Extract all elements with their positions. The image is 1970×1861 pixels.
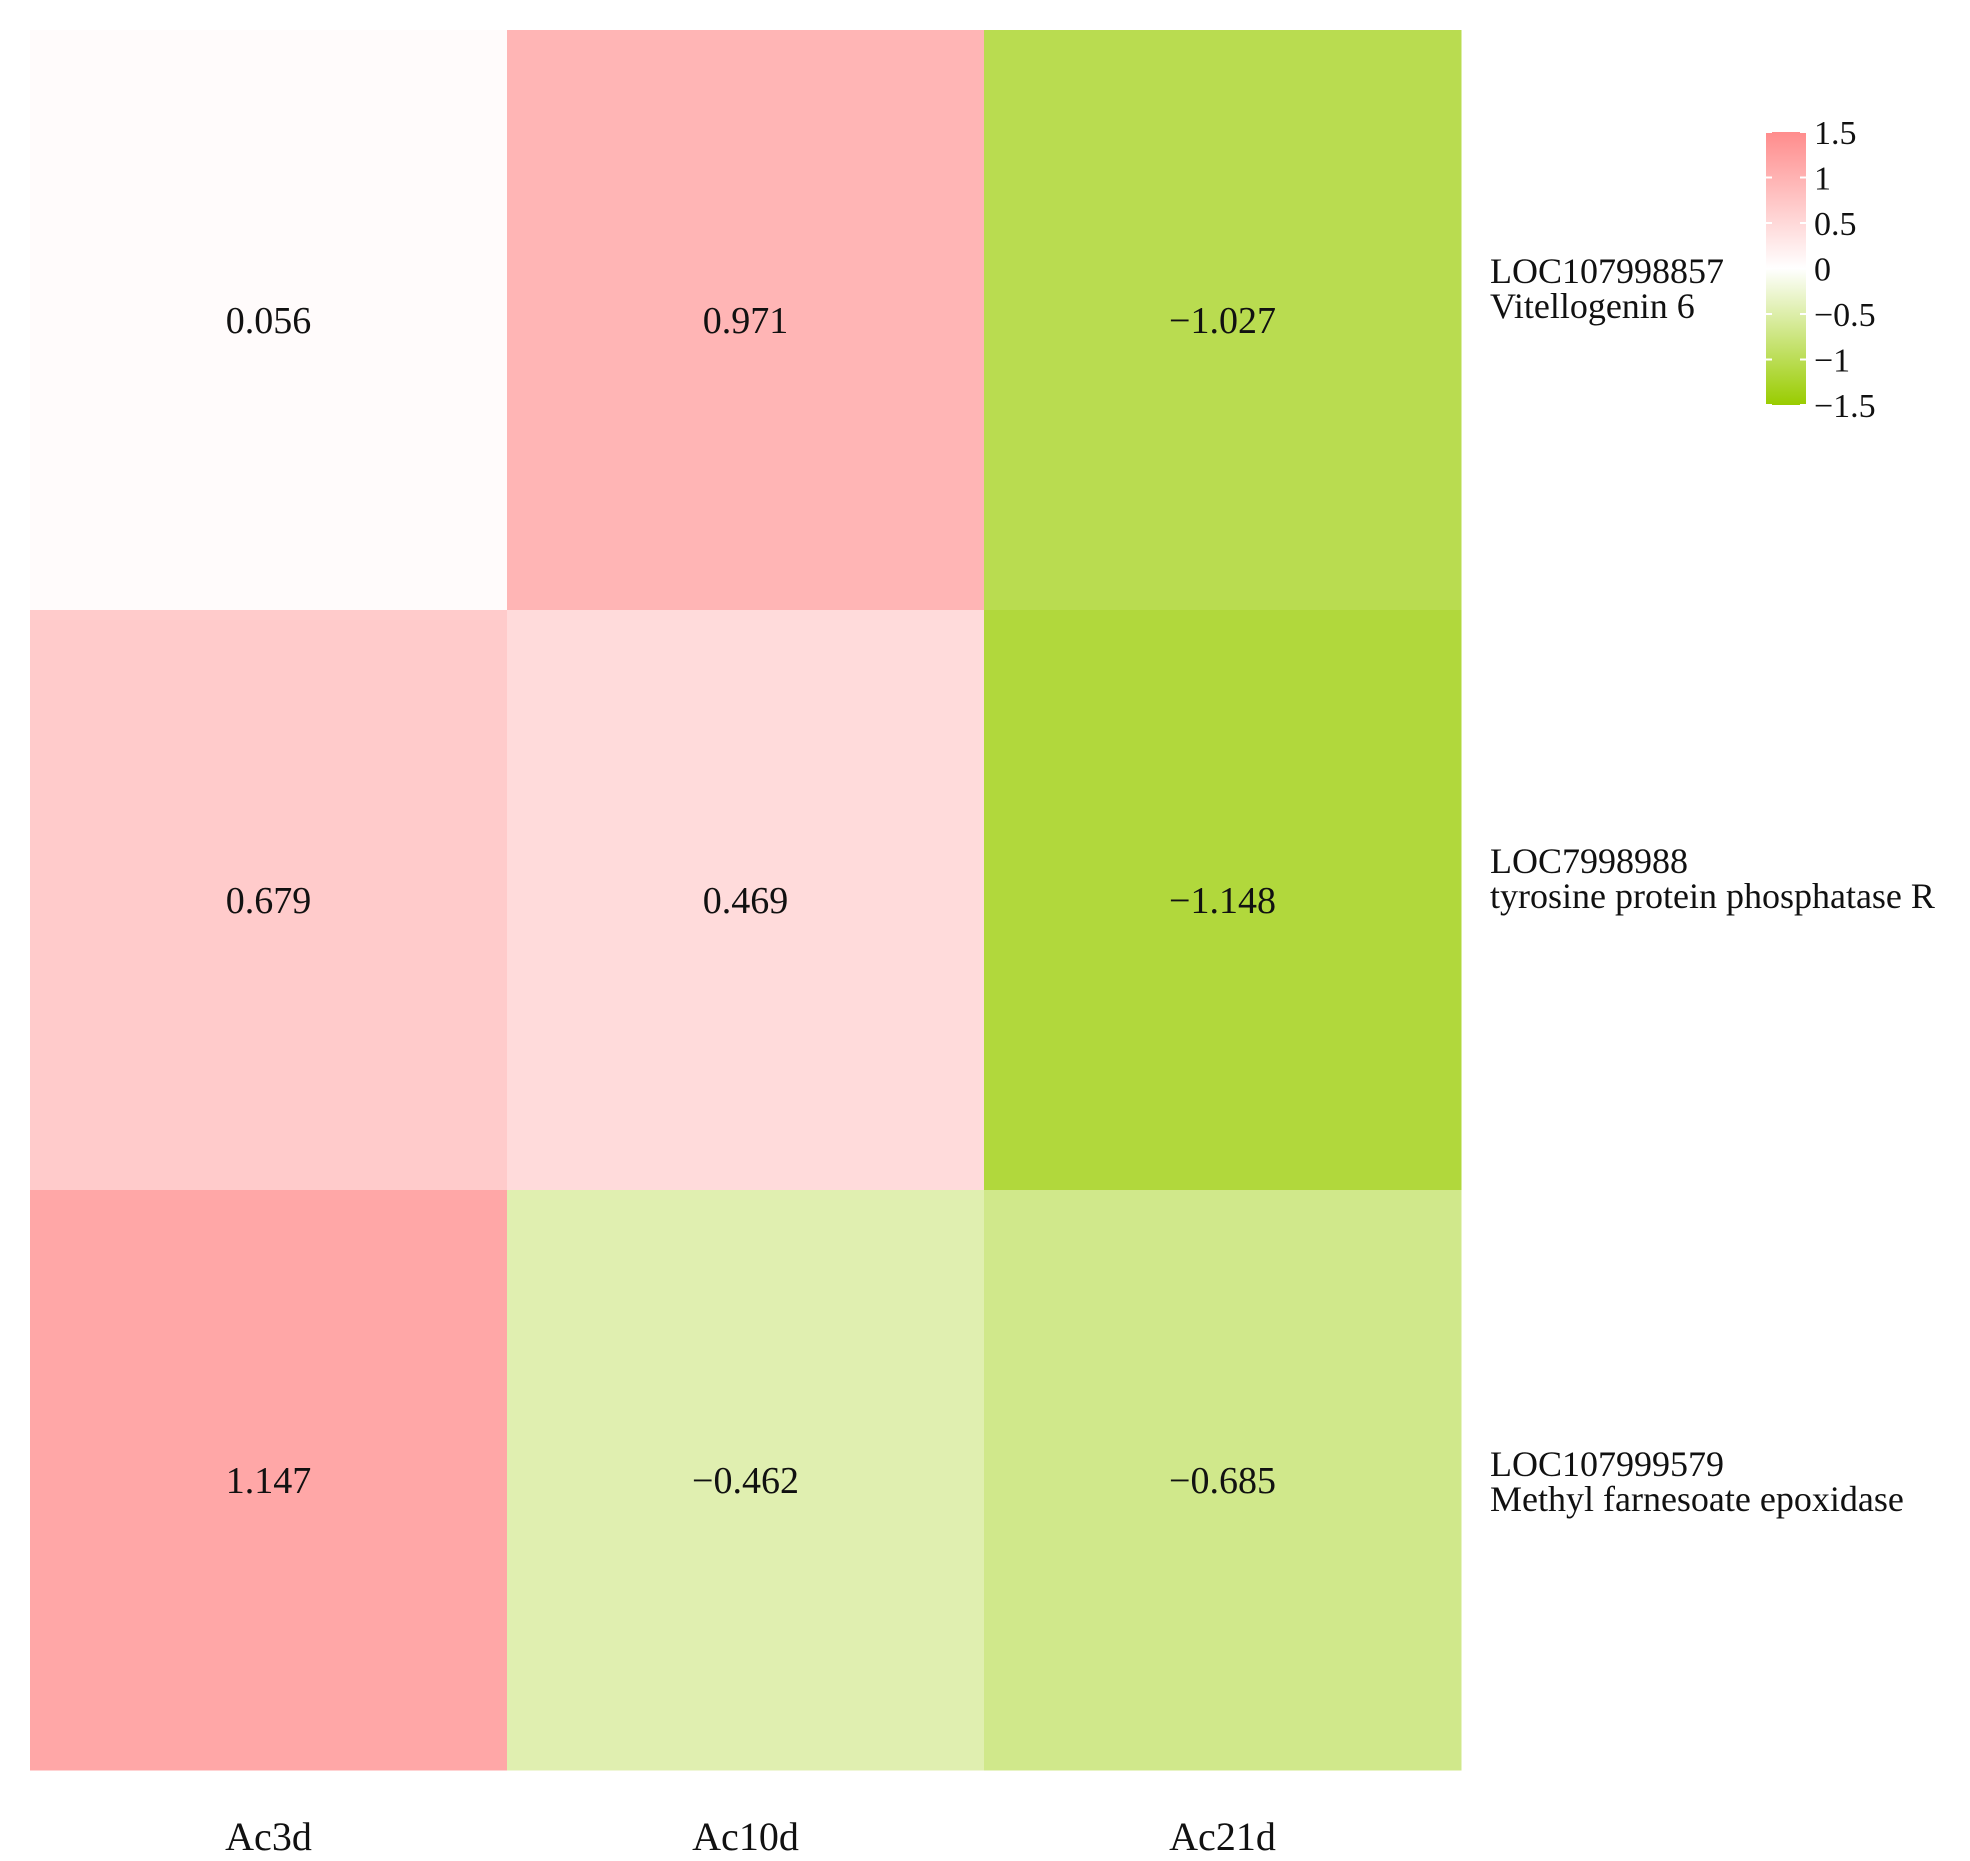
column-label: Ac10d (692, 1814, 799, 1859)
heatmap-cell (984, 1190, 1462, 1771)
heatmap-cell (507, 30, 985, 611)
cell-value-label: −1.148 (1169, 880, 1276, 922)
legend-tick-label: −0.5 (1814, 297, 1876, 334)
column-label: Ac3d (225, 1814, 312, 1859)
legend-tick-label: −1 (1814, 343, 1850, 380)
row-label-id: LOC107998857 (1490, 251, 1724, 291)
row-label-name: Methyl farnesoate epoxidase (1490, 1479, 1904, 1519)
heatmap-cell-labels: 0.056 0.971 −1.027 0.679 0.469 −1.148 1.147 −0.… (226, 300, 1276, 1502)
heatmap-cell (507, 1190, 985, 1771)
heatmap-cell (507, 610, 985, 1191)
cell-value-label: 0.971 (703, 300, 789, 342)
legend-tick-label: 0 (1814, 252, 1831, 289)
row-label-id: LOC107999579 (1490, 1444, 1724, 1484)
legend-tick-label: 0.5 (1814, 206, 1857, 243)
heatmap-cells (30, 30, 1462, 1771)
color-legend: 1.5 1 0.5 0 −0.5 −1 −1.5 (1766, 115, 1876, 425)
row-label-id: LOC7998988 (1490, 841, 1688, 881)
row-label-name: tyrosine protein phosphatase R (1490, 876, 1935, 916)
column-label: Ac21d (1169, 1814, 1276, 1859)
legend-tick-label: −1.5 (1814, 388, 1876, 425)
heatmap-cell (30, 1190, 508, 1771)
cell-value-label: 0.056 (226, 300, 312, 342)
legend-color-bar (1766, 132, 1806, 405)
legend-tick-label: 1.5 (1814, 115, 1857, 152)
heatmap-cell (984, 610, 1462, 1191)
column-labels: Ac3d Ac10d Ac21d (225, 1814, 1276, 1859)
cell-value-label: 0.679 (226, 880, 312, 922)
cell-value-label: 0.469 (703, 880, 789, 922)
row-label-name: Vitellogenin 6 (1490, 286, 1695, 326)
cell-value-label: −0.685 (1169, 1460, 1276, 1502)
heatmap-cell (30, 610, 508, 1191)
heatmap-cell (984, 30, 1462, 611)
cell-value-label: −0.462 (692, 1460, 799, 1502)
cell-value-label: −1.027 (1169, 300, 1276, 342)
cell-value-label: 1.147 (226, 1460, 312, 1502)
heatmap-cell (30, 30, 508, 611)
legend-tick-label: 1 (1814, 161, 1831, 198)
